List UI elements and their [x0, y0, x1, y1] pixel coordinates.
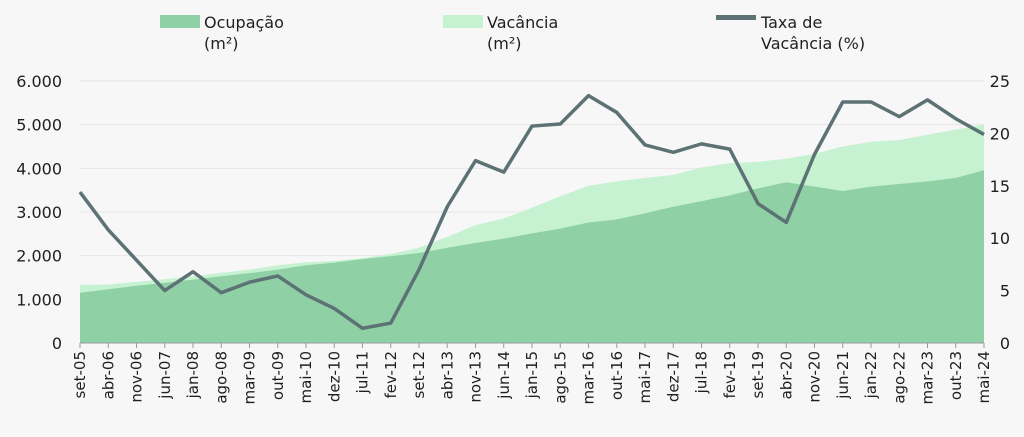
x-tick-label: fev-12	[382, 351, 400, 398]
x-tick-label: jan-15	[523, 351, 541, 399]
legend-label-1: (m²)	[204, 34, 238, 53]
legend-label-3: Vacância (%)	[761, 34, 865, 53]
x-tick-label: jan-22	[862, 351, 880, 399]
y-right-tick-label: 5	[1000, 282, 1010, 301]
x-tick-label: dez-10	[325, 351, 343, 402]
x-tick-label: jun-07	[156, 351, 174, 400]
legend-label-2: Vacância	[487, 13, 558, 32]
y-right-tick-label: 15	[990, 177, 1010, 196]
x-tick-label: jun-21	[834, 351, 852, 400]
vacancy-rate-line	[78, 93, 985, 331]
x-tick-label: mar-23	[919, 351, 937, 405]
x-tick-label: jul-18	[693, 351, 711, 394]
x-tick-label: mai-24	[975, 351, 993, 403]
y-right-tick-label: 10	[990, 229, 1010, 248]
y-right-ticks: 0 5 10 15 20 25	[990, 72, 1010, 353]
legend-swatch-1	[160, 15, 200, 28]
y-left-ticks: 0 1.000 2.000 3.000 4.000 5.000 6.000	[16, 72, 62, 353]
x-tick-label: mar-09	[241, 351, 259, 405]
y-left-tick-label: 3.000	[16, 203, 62, 222]
x-tick-label: set-05	[71, 351, 89, 398]
occupancy-area	[80, 170, 984, 343]
y-left-tick-label: 2.000	[16, 247, 62, 266]
x-tick-label: ago-22	[890, 351, 908, 404]
y-right-tick-label: 20	[990, 124, 1010, 143]
x-tick-label: abr-20	[777, 351, 795, 399]
x-tick-label: fev-19	[721, 351, 739, 398]
x-tick-label: ago-08	[212, 351, 230, 404]
legend-label-3: Taxa de	[760, 13, 822, 32]
x-tick-label: out-23	[947, 351, 965, 400]
legend-label-2: (m²)	[487, 34, 521, 53]
x-tick-label: mai-10	[297, 351, 315, 403]
legend: Ocupação (m²) Vacância (m²) Taxa de Vacância …	[160, 13, 865, 53]
y-left-tick-label: 4.000	[16, 159, 62, 178]
x-tick-label: out-09	[269, 351, 287, 400]
y-right-tick-label: 25	[990, 72, 1010, 91]
x-axis-ticks: set-05 abr-06 nov-06 jun-07 jan-08 ago-08 mar-…	[71, 343, 993, 405]
x-tick-label: ago-15	[551, 351, 569, 404]
legend-swatch-2	[443, 15, 483, 28]
x-tick-label: nov-13	[467, 351, 485, 403]
x-tick-label: mar-16	[580, 351, 598, 405]
x-tick-label: set-19	[749, 351, 767, 398]
x-tick-label: set-12	[410, 351, 428, 398]
legend-swatch-3	[716, 15, 756, 20]
x-tick-label: jun-14	[495, 351, 513, 400]
x-tick-label: abr-06	[99, 351, 117, 399]
y-left-tick-label: 0	[52, 334, 62, 353]
x-tick-label: out-16	[608, 351, 626, 400]
x-tick-label: dez-17	[664, 351, 682, 402]
x-tick-label: nov-06	[128, 351, 146, 403]
y-right-tick-label: 0	[1000, 334, 1010, 353]
x-tick-label: abr-13	[438, 351, 456, 399]
x-tick-label: nov-20	[806, 351, 824, 403]
legend-label-1: Ocupação	[204, 13, 284, 32]
x-tick-label: mai-17	[636, 351, 654, 403]
y-left-tick-label: 6.000	[16, 72, 62, 91]
y-left-tick-label: 1.000	[16, 290, 62, 309]
x-tick-label: jan-08	[184, 351, 202, 399]
y-left-tick-label: 5.000	[16, 116, 62, 135]
x-tick-label: jul-11	[354, 351, 372, 394]
